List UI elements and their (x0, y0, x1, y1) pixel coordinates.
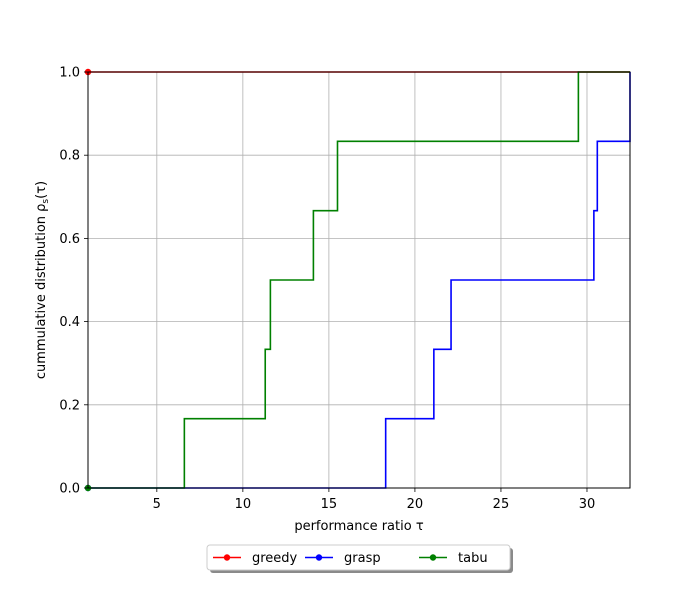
y-tick-label: 0.0 (59, 482, 80, 497)
x-tick-label: 20 (407, 497, 424, 512)
x-tick-label: 30 (579, 497, 596, 512)
x-axis-label: performance ratio τ (294, 519, 423, 534)
x-tick-label: 25 (493, 497, 510, 512)
legend-label-greedy: greedy (252, 551, 298, 566)
tick-layer: 5 10 15 20 25 30 0.0 0.2 0.4 0.6 0.8 1.0 (59, 66, 595, 513)
y-tick-label: 0.4 (59, 315, 80, 330)
legend-label-tabu: tabu (458, 551, 488, 566)
y-tick-label: 0.8 (59, 149, 80, 164)
legend-marker-grasp (315, 554, 323, 561)
legend-label-grasp: grasp (344, 551, 381, 566)
legend-box (206, 544, 511, 571)
plot-frame (87, 71, 631, 489)
legend-marker-tabu (429, 554, 437, 561)
x-tick-label: 15 (321, 497, 338, 512)
y-axis-label: cummulative distribution ρs(τ) (34, 181, 51, 379)
legend: greedy grasp tabu (206, 544, 513, 573)
y-tick-label: 0.2 (59, 398, 80, 413)
series-layer (84, 68, 631, 492)
series-line-tabu (88, 71, 630, 489)
y-tick-label: 0.6 (59, 232, 80, 247)
y-tick-label: 1.0 (59, 66, 80, 81)
legend-marker-greedy (223, 554, 231, 561)
x-tick-label: 10 (235, 497, 252, 512)
series-line-grasp (88, 72, 631, 489)
x-tick-label: 5 (153, 497, 161, 512)
